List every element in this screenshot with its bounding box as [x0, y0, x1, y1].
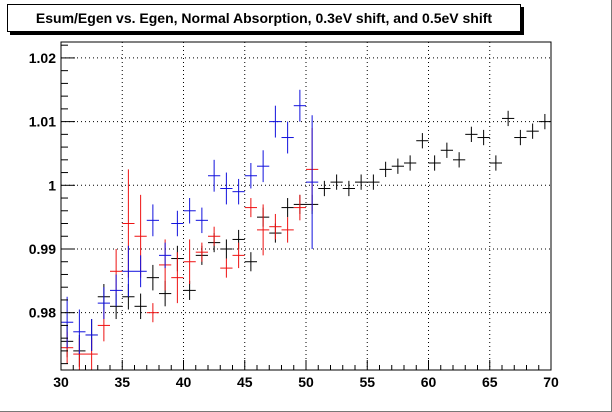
x-tick-label: 45: [237, 374, 253, 390]
data-point: [159, 242, 172, 269]
y-tick-label: 1.01: [29, 114, 56, 130]
data-point: [342, 180, 355, 197]
x-tick-label: 70: [543, 374, 559, 390]
data-point: [220, 239, 233, 259]
data-point: [538, 113, 551, 130]
data-point: [281, 121, 294, 154]
data-point: [306, 115, 319, 249]
data-point: [85, 319, 98, 351]
data-point: [526, 123, 539, 139]
x-tick-label: 30: [53, 374, 69, 390]
data-point: [269, 105, 282, 138]
data-point: [195, 242, 208, 262]
data-point: [489, 155, 502, 171]
data-point: [257, 204, 270, 256]
series-1: [61, 127, 319, 370]
data-point: [367, 174, 380, 190]
data-point: [416, 133, 429, 149]
x-tick-label: 40: [176, 374, 192, 390]
data-point: [514, 129, 527, 146]
data-point: [220, 258, 233, 278]
chart-title-box: Esum/Egen vs. Egen, Normal Absorption, 0…: [7, 4, 521, 32]
y-tick-label: 1.02: [29, 50, 56, 66]
x-tick-label: 50: [298, 374, 314, 390]
data-point: [293, 89, 306, 122]
data-point: [146, 303, 159, 323]
data-point: [281, 198, 294, 218]
data-point: [465, 126, 478, 142]
data-point: [195, 207, 208, 234]
data-point: [146, 264, 159, 291]
x-tick-label: 35: [114, 374, 130, 390]
y-tick-label: 0.99: [29, 241, 56, 257]
data-point: [171, 210, 184, 237]
data-point: [293, 194, 306, 221]
data-point: [146, 204, 159, 237]
data-point: [220, 172, 233, 205]
y-tick-label: 1: [48, 177, 56, 193]
series-2: [61, 89, 319, 355]
data-point: [97, 287, 110, 320]
x-tick-label: 60: [421, 374, 437, 390]
data-point: [244, 198, 257, 218]
data-point: [183, 239, 196, 285]
data-point: [404, 155, 417, 171]
data-point: [171, 252, 184, 304]
data-point: [244, 163, 257, 189]
data-point: [391, 158, 404, 174]
data-point: [318, 180, 331, 197]
data-point: [134, 255, 147, 288]
axis-ticks: [60, 44, 552, 370]
data-point: [502, 110, 515, 127]
data-point: [379, 161, 392, 178]
data-point: [134, 293, 147, 320]
data-point: [208, 159, 221, 192]
data-point: [269, 213, 282, 240]
chart-title: Esum/Egen vs. Egen, Normal Absorption, 0…: [35, 10, 493, 26]
grid-lines: [60, 42, 552, 370]
data-series: [61, 89, 551, 370]
data-point: [208, 226, 221, 246]
tick-labels: 30 35 40 45 50 55 60 65 70 0.98 0.99 1 1.01 1.02: [29, 50, 559, 390]
data-point: [183, 198, 196, 224]
y-tick-label: 0.98: [29, 305, 56, 321]
data-point: [244, 252, 257, 272]
data-point: [440, 142, 453, 158]
data-point: [122, 245, 135, 297]
data-point: [73, 309, 86, 355]
data-point: [453, 152, 466, 168]
data-point: [232, 242, 245, 269]
data-point: [232, 178, 245, 205]
data-point: [330, 174, 343, 190]
x-tick-label: 65: [482, 374, 498, 390]
data-point: [355, 174, 368, 190]
data-point: [257, 150, 270, 183]
data-point: [281, 217, 294, 243]
data-point: [110, 274, 123, 307]
x-tick-label: 55: [359, 374, 375, 390]
data-point: [477, 129, 490, 146]
data-point: [428, 155, 441, 171]
data-point: [61, 296, 74, 348]
